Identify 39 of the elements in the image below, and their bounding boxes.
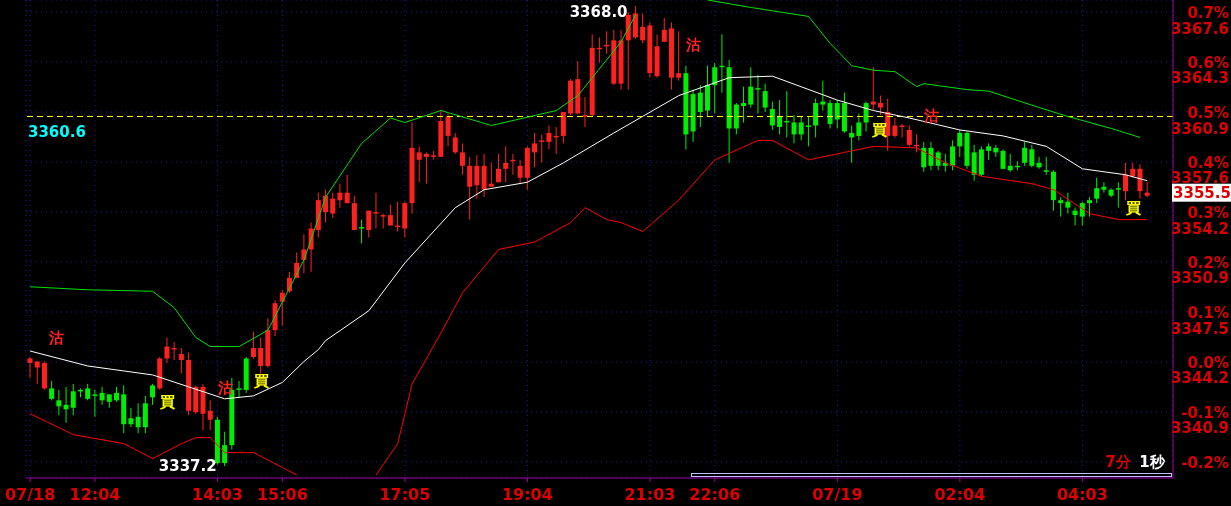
annotation: 3355.5	[1173, 183, 1231, 202]
x-tick-label: 21:03	[624, 485, 676, 504]
annotation: 3337.2	[158, 457, 217, 475]
y-tick-label: 3347.5	[1171, 320, 1229, 339]
y-tick-label: 3350.9	[1171, 269, 1229, 288]
annotation: 沽	[48, 328, 64, 347]
x-tick-label: 22:06	[689, 485, 741, 504]
annotation: 買	[1125, 198, 1141, 217]
y-tick-label: 3354.2	[1171, 220, 1229, 239]
annotation: 7分	[1105, 452, 1131, 471]
annotation: 1秒	[1139, 452, 1165, 471]
x-tick-label: 07/18	[4, 485, 56, 504]
x-tick-label: 17:05	[379, 485, 431, 504]
y-tick-label: 3364.3	[1171, 69, 1229, 88]
y2-tick-label: -0.2%	[1181, 454, 1229, 472]
x-tick-label: 04:03	[1056, 485, 1108, 504]
x-tick-label: 19:04	[501, 485, 553, 504]
annotation: 買	[159, 392, 175, 411]
x-tick-label: 15:06	[256, 485, 308, 504]
y2-tick-label: 0.2%	[1187, 254, 1229, 272]
y2-tick-label: 0.5%	[1187, 104, 1229, 122]
y2-tick-label: 0.7%	[1187, 4, 1229, 22]
y-tick-label: 3360.9	[1171, 120, 1229, 139]
y2-tick-label: 0.4%	[1187, 154, 1229, 172]
x-tick-label: 12:04	[69, 485, 121, 504]
y-tick-label: 3367.6	[1171, 19, 1229, 38]
annotation: 沽	[685, 35, 701, 54]
y2-tick-label: 0.0%	[1187, 354, 1229, 372]
y2-tick-label: 0.3%	[1187, 204, 1229, 222]
annotation: 買	[253, 371, 269, 390]
annotation: 3368.0	[569, 3, 628, 21]
y2-tick-label: 0.1%	[1187, 304, 1229, 322]
x-tick-label: 07/19	[812, 485, 863, 504]
x-tick-label: 02:04	[934, 485, 986, 504]
y2-tick-label: 0.6%	[1187, 54, 1229, 72]
y-tick-label: 3344.2	[1171, 369, 1229, 388]
annotation: 沽	[923, 106, 939, 125]
x-tick-label: 14:03	[192, 485, 243, 504]
ref-line-label: 3360.6	[28, 122, 86, 141]
